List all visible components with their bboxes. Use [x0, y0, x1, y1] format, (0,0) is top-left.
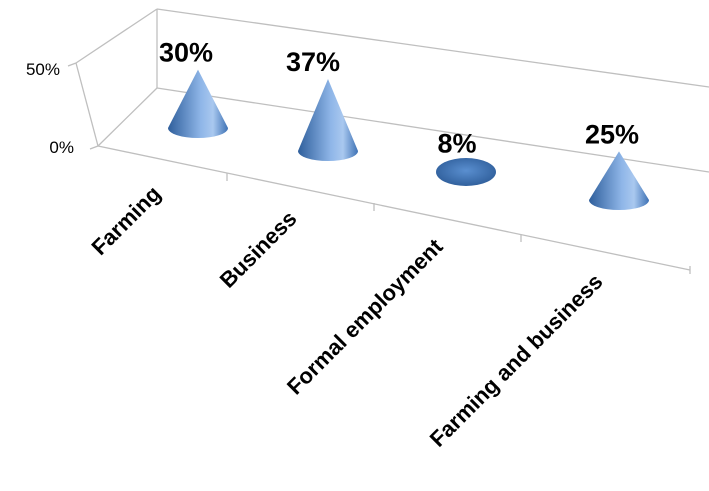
cone-farming — [168, 69, 228, 138]
data-label: 30% — [159, 38, 213, 68]
side-wall-top-edge — [75, 8, 158, 64]
data-label: 25% — [585, 119, 639, 149]
floor-left-edge — [97, 87, 158, 147]
category-label: Business — [215, 206, 302, 293]
data-labels: 30% 37% 8% 25% — [159, 38, 639, 159]
x-axis-line — [97, 145, 691, 271]
back-wall-top-edge — [156, 8, 709, 88]
y-tick-label-50: 50% — [26, 60, 60, 79]
data-label: 37% — [286, 47, 340, 77]
y-tick-50 — [67, 62, 77, 67]
y-tick-0 — [89, 145, 99, 150]
category-label: Formal employment — [282, 233, 448, 399]
cone-body — [168, 69, 228, 138]
data-label: 8% — [437, 128, 476, 158]
category-label: Farming — [86, 181, 165, 260]
cone-body — [298, 79, 358, 161]
cone-business — [298, 79, 358, 161]
cone-series — [168, 69, 649, 210]
y-axis-line — [75, 62, 99, 147]
y-tick-label-0: 0% — [49, 138, 74, 157]
cone-body — [436, 158, 496, 186]
category-label: Farming and business — [425, 269, 608, 452]
cone-body — [589, 151, 649, 210]
cone-farming-and-business — [589, 151, 649, 210]
cone-formal-employment — [436, 158, 496, 186]
